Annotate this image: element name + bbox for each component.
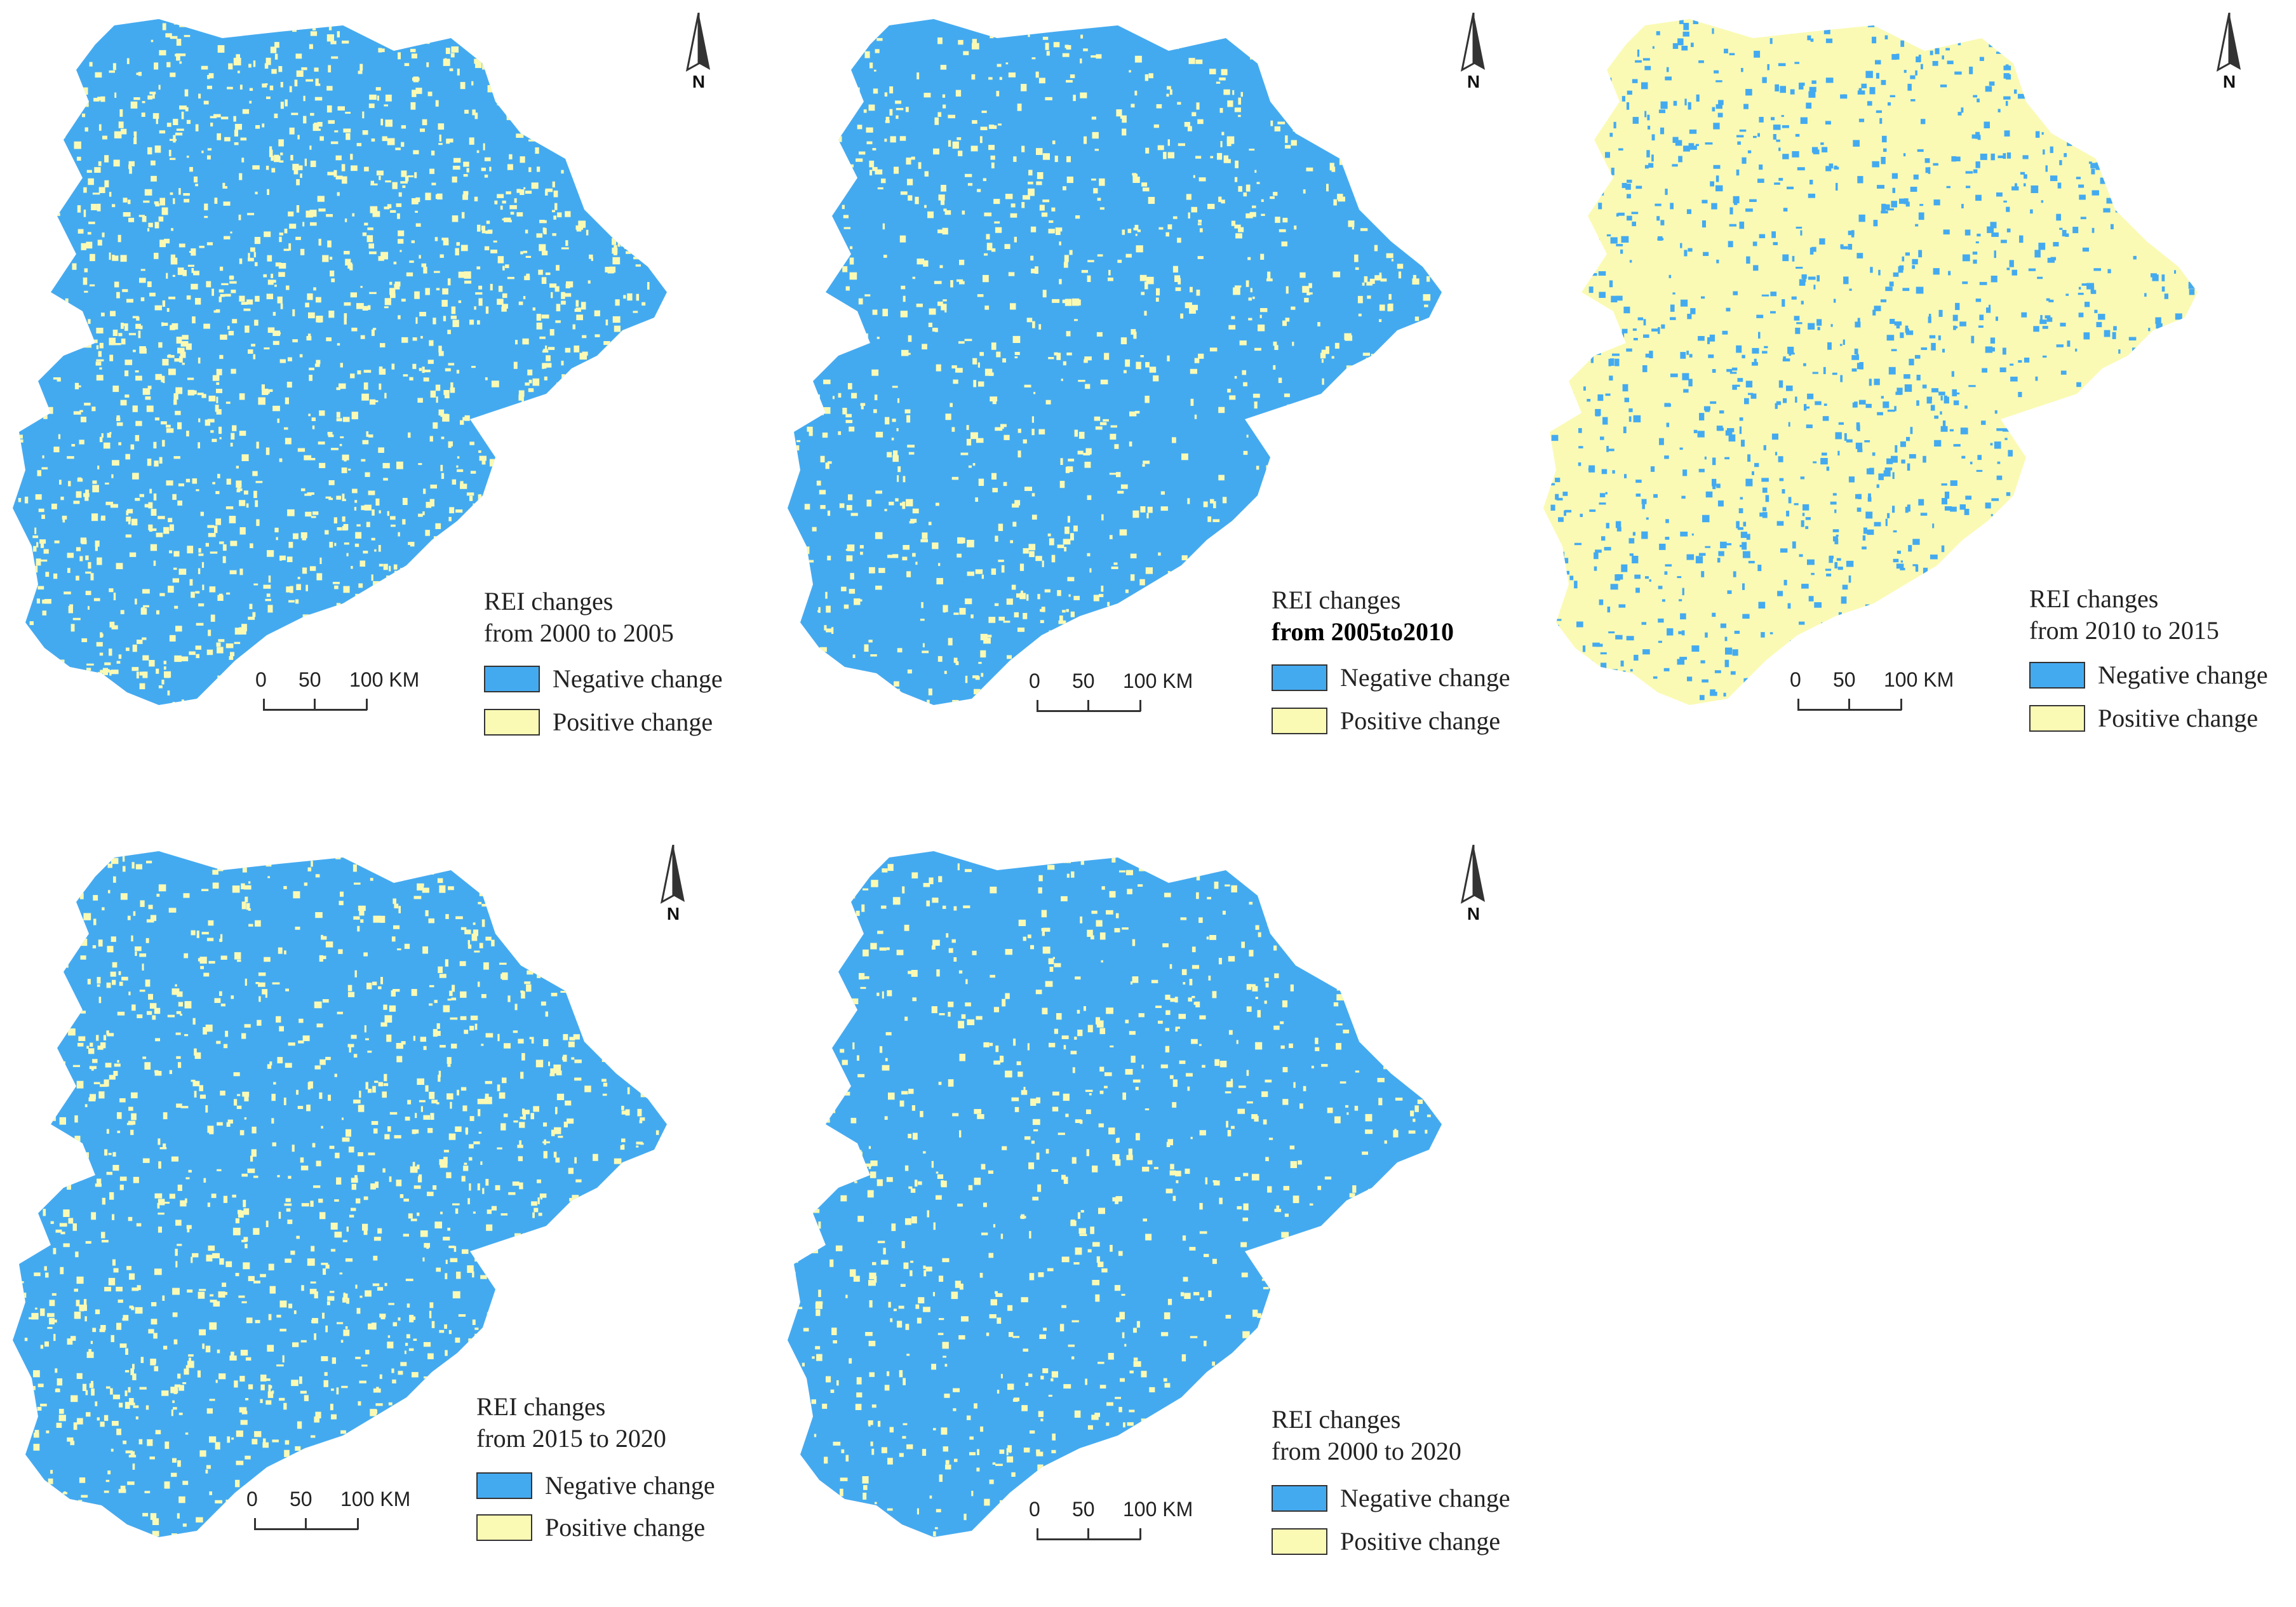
scale-label-50: 50 <box>299 667 321 692</box>
scale-tick <box>305 1518 307 1530</box>
positive-label: Positive change <box>1340 1526 1500 1557</box>
svg-text:N: N <box>1467 72 1480 89</box>
map-panel-2000-2005: N REI changes from 2000 to 2005 Negative… <box>13 13 775 775</box>
positive-label: Positive change <box>1340 705 1500 737</box>
legend-item-negative: Negative change <box>1272 662 1538 694</box>
negative-swatch <box>1272 664 1327 691</box>
negative-label: Negative change <box>553 663 723 695</box>
scale-label-100: 100 KM <box>1123 1496 1193 1522</box>
map-panel-2000-2020: N REI changes from 2000 to 2020 Negative… <box>788 845 1550 1607</box>
legend-period: from 2010 to 2015 <box>2029 615 2219 647</box>
scale-tick <box>1087 700 1089 711</box>
scale-tick <box>366 699 368 710</box>
north-arrow-icon: N <box>1448 845 1499 921</box>
north-arrow-icon: N <box>2204 13 2255 89</box>
scale-tick <box>1900 699 1902 710</box>
scale-label-100: 100 KM <box>1123 668 1193 694</box>
positive-swatch <box>1272 1528 1327 1555</box>
scale-label-100: 100 KM <box>340 1486 410 1512</box>
north-arrow-icon: N <box>1448 13 1499 89</box>
scale-label-0: 0 <box>1029 668 1040 694</box>
scale-tick <box>1139 1528 1141 1540</box>
scale-tick <box>314 699 316 710</box>
legend-title: REI changes <box>476 1391 605 1423</box>
legend-item-negative: Negative change <box>476 1470 743 1502</box>
negative-label: Negative change <box>1340 1483 1510 1514</box>
positive-swatch <box>2029 705 2085 732</box>
scale-label-0: 0 <box>246 1486 258 1512</box>
negative-swatch <box>484 666 540 692</box>
scale-bar: 0 50 100 KM <box>246 1486 450 1550</box>
negative-swatch <box>2029 662 2085 689</box>
legend: REI changes from 2000 to 2005 Negative c… <box>484 586 751 751</box>
legend-title: REI changes <box>484 586 613 617</box>
scale-tick <box>254 1518 256 1530</box>
map-panel-2005-2010: N REI changes from 2005to2010 Negative c… <box>788 13 1550 775</box>
legend-period: from 2000 to 2020 <box>1272 1436 1461 1467</box>
scale-bar: 0 50 100 KM <box>1790 667 1993 730</box>
legend: REI changes from 2010 to 2015 Negative c… <box>2029 583 2296 748</box>
north-arrow-icon: N <box>673 13 724 89</box>
legend-item-negative: Negative change <box>2029 659 2296 691</box>
legend-item-negative: Negative change <box>1272 1483 1538 1514</box>
legend-item-positive: Positive change <box>1272 1526 1538 1557</box>
scale-bar: 0 50 100 KM <box>1029 1496 1232 1560</box>
legend: REI changes from 2015 to 2020 Negative c… <box>476 1391 743 1556</box>
scale-tick <box>1848 699 1850 710</box>
legend: REI changes from 2005to2010 Negative cha… <box>1272 584 1538 750</box>
scale-bar: 0 50 100 KM <box>1029 668 1232 732</box>
negative-label: Negative change <box>2098 659 2268 691</box>
legend-title: REI changes <box>1272 1404 1400 1436</box>
negative-label: Negative change <box>1340 662 1510 694</box>
scale-label-0: 0 <box>1029 1496 1040 1522</box>
north-arrow-icon: N <box>648 845 699 921</box>
scale-tick <box>263 699 265 710</box>
legend-item-positive: Positive change <box>1272 705 1538 737</box>
scale-label-50: 50 <box>1072 1496 1095 1522</box>
positive-label: Positive change <box>2098 703 2258 734</box>
scale-label-100: 100 KM <box>1884 667 1954 692</box>
svg-text:N: N <box>692 72 705 89</box>
scale-tick <box>1087 1528 1089 1540</box>
positive-label: Positive change <box>553 706 713 738</box>
legend: REI changes from 2000 to 2020 Negative c… <box>1272 1404 1538 1569</box>
legend-item-negative: Negative change <box>484 663 751 695</box>
scale-tick <box>1037 700 1038 711</box>
legend-item-positive: Positive change <box>484 706 751 738</box>
scale-tick <box>1797 699 1799 710</box>
negative-swatch <box>1272 1485 1327 1512</box>
scale-tick <box>1037 1528 1038 1540</box>
negative-swatch <box>476 1472 532 1499</box>
positive-swatch <box>484 709 540 736</box>
positive-swatch <box>1272 708 1327 734</box>
positive-label: Positive change <box>545 1512 705 1543</box>
legend-title: REI changes <box>2029 583 2158 615</box>
scale-label-50: 50 <box>1072 668 1095 694</box>
scale-tick <box>1139 700 1141 711</box>
scale-label-100: 100 KM <box>349 667 419 692</box>
legend-item-positive: Positive change <box>2029 703 2296 734</box>
legend-title: REI changes <box>1272 584 1400 616</box>
map-panel-2010-2015: N REI changes from 2010 to 2015 Negative… <box>1543 13 2296 775</box>
legend-period: from 2005to2010 <box>1272 616 1454 648</box>
scale-label-0: 0 <box>255 667 267 692</box>
negative-label: Negative change <box>545 1470 715 1502</box>
legend-period: from 2015 to 2020 <box>476 1423 666 1455</box>
scale-tick <box>357 1518 359 1530</box>
scale-bar: 0 50 100 KM <box>255 667 459 730</box>
scale-label-50: 50 <box>290 1486 312 1512</box>
legend-item-positive: Positive change <box>476 1512 743 1543</box>
scale-label-50: 50 <box>1833 667 1856 692</box>
positive-swatch <box>476 1514 532 1541</box>
scale-label-0: 0 <box>1790 667 1801 692</box>
legend-period: from 2000 to 2005 <box>484 617 674 649</box>
map-panel-2015-2020: N REI changes from 2015 to 2020 Negative… <box>13 845 775 1607</box>
